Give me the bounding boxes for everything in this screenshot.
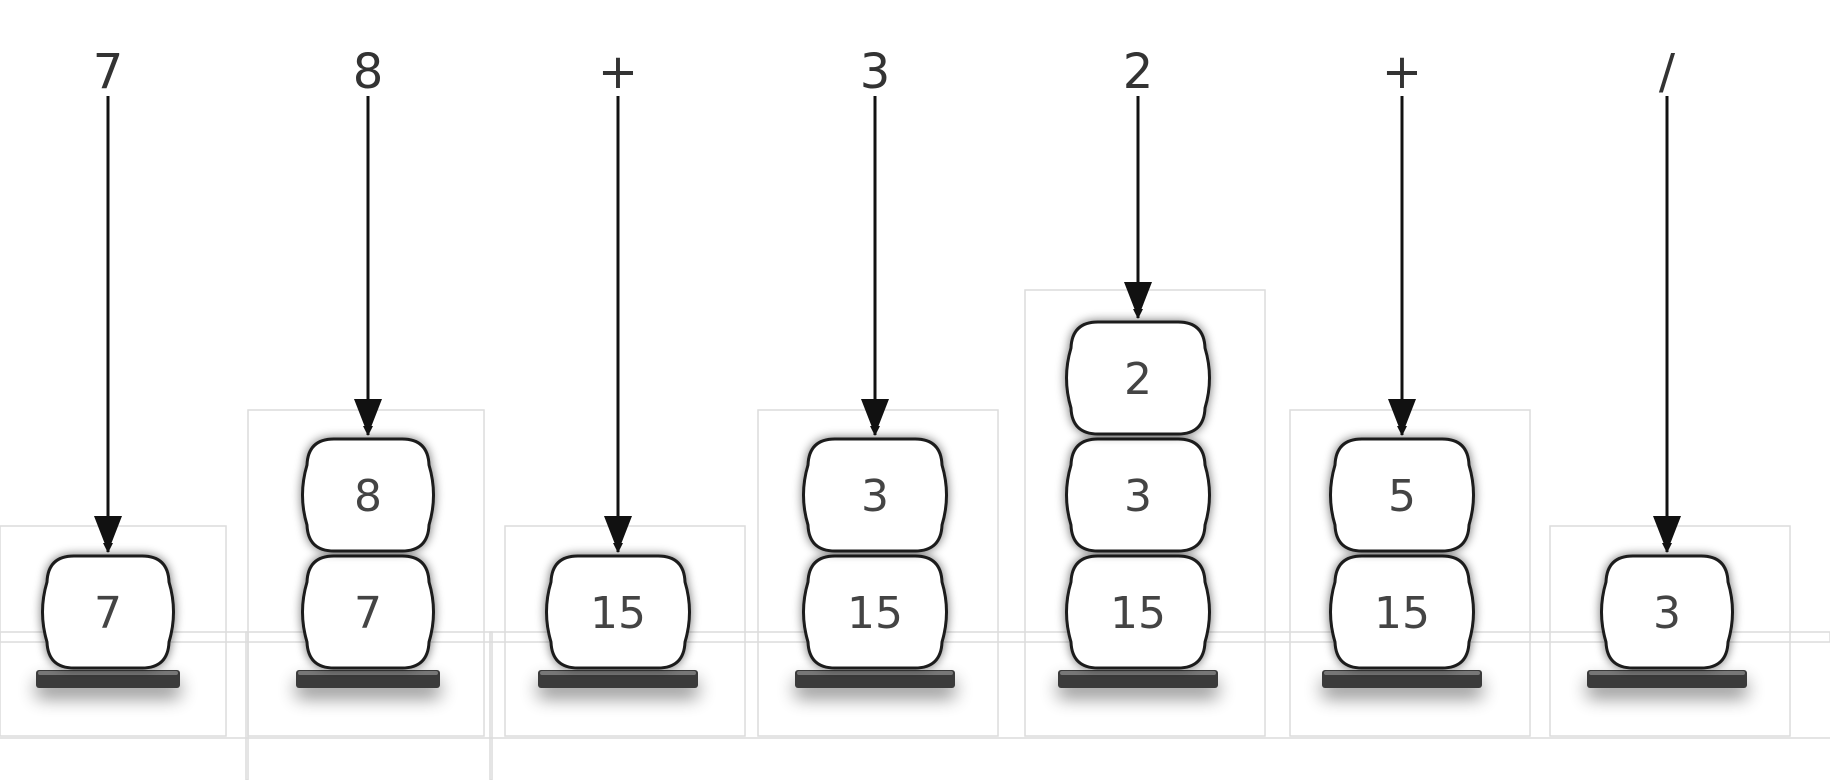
input-token: 7: [93, 44, 124, 100]
stack-cell-shape: [41, 554, 175, 670]
stack-cell: 15: [1329, 554, 1475, 670]
stack-cell: 7: [301, 554, 435, 670]
stack-base-highlight: [1060, 671, 1216, 675]
stack-cell-shape: [1065, 554, 1211, 670]
input-token: +: [1382, 44, 1422, 100]
arrowhead-icon: [354, 399, 382, 435]
stack-cell-value: 3: [861, 471, 889, 522]
stack-cell: 3: [1600, 554, 1734, 670]
stack-cell: 2: [1065, 320, 1211, 436]
step-column: 7 8 8: [296, 44, 440, 688]
stack-cell-shape: [301, 437, 435, 553]
stack-base-highlight: [1589, 671, 1745, 675]
stack-cell: 3: [802, 437, 948, 553]
step-column: 77: [36, 44, 180, 688]
stack-cell-value: 5: [1388, 471, 1416, 522]
stack-cell: 15: [545, 554, 691, 670]
step-column: 15 3 2 2: [1058, 44, 1218, 688]
step-column: 3/: [1587, 44, 1747, 688]
arrowhead-icon: [94, 516, 122, 552]
stack-cell-value: 7: [354, 588, 382, 639]
stack-cell: 15: [1065, 554, 1211, 670]
stack-cell-shape: [301, 554, 435, 670]
stack-cell-value: 8: [354, 471, 382, 522]
input-token: +: [598, 44, 638, 100]
stack-cell: 7: [41, 554, 175, 670]
stack-cell-value: 3: [1653, 588, 1681, 639]
step-column: 15 5 +: [1322, 44, 1482, 688]
input-token: 8: [353, 44, 384, 100]
arrowhead-icon: [861, 399, 889, 435]
stack-cell-value: 3: [1124, 471, 1152, 522]
stack-cell-value: 2: [1124, 354, 1152, 405]
stack-base-highlight: [540, 671, 696, 675]
stack-cell-shape: [802, 554, 948, 670]
stack-cell: 3: [1065, 437, 1211, 553]
stack-cell-shape: [1600, 554, 1734, 670]
input-token: 3: [860, 44, 891, 100]
step-column: 15 +: [538, 44, 698, 688]
input-token: /: [1659, 44, 1676, 100]
stack-cell-shape: [1065, 437, 1211, 553]
stack-base-highlight: [298, 671, 438, 675]
stack-base-highlight: [1324, 671, 1480, 675]
arrowhead-icon: [604, 516, 632, 552]
stack-cell-shape: [1329, 554, 1475, 670]
stack-cell-value: 7: [94, 588, 122, 639]
background-frame: [489, 631, 493, 780]
arrowhead-icon: [1388, 399, 1416, 435]
background-frame: [245, 631, 249, 780]
stack-cell-shape: [1065, 320, 1211, 436]
stack-cell-shape: [1329, 437, 1475, 553]
stack-base-highlight: [797, 671, 953, 675]
arrowhead-icon: [1124, 282, 1152, 318]
stack-cell: 5: [1329, 437, 1475, 553]
stack-cell: 8: [301, 437, 435, 553]
input-token: 2: [1123, 44, 1154, 100]
stack-cell-value: 15: [847, 588, 903, 639]
stack-cell: 15: [802, 554, 948, 670]
stack-cell-value: 15: [1110, 588, 1166, 639]
arrowhead-icon: [1653, 516, 1681, 552]
stack-cell-shape: [545, 554, 691, 670]
stack-base-highlight: [38, 671, 178, 675]
stack-cell-value: 15: [590, 588, 646, 639]
stack-cell-value: 15: [1374, 588, 1430, 639]
stack-cell-shape: [802, 437, 948, 553]
